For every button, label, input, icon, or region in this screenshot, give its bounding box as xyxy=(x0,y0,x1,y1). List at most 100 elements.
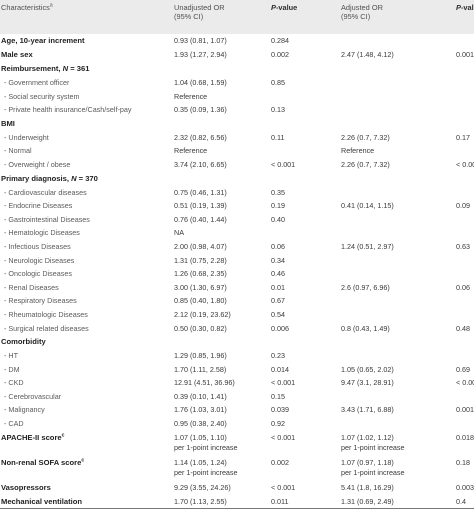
adjusted-or-value: 3.43 (1.71, 6.88) xyxy=(341,405,394,415)
unadjusted-or-value: 0.35 (0.09, 1.36) xyxy=(174,105,227,115)
p-value-unadjusted-value: 0.34 xyxy=(271,255,285,265)
adjusted-or-value: 9.47 (3.1, 28.91) xyxy=(341,378,394,388)
row-label-text: - Renal Diseases xyxy=(4,282,59,292)
table-row: - DM 1.70 (1.11, 2.58) 0.014 1.05 (0.65, 2.… xyxy=(0,363,474,377)
row-label-text: APACHE-II score xyxy=(1,432,62,442)
row-label-text: Reimbursement, xyxy=(1,64,63,73)
table-row: Age, 10-year increment 0.93 (0.81, 1.07) 0… xyxy=(0,34,474,48)
p-value-adjusted-value: 0.69 xyxy=(456,364,470,374)
unadjusted-or-value: 0.85 (0.40, 1.80) xyxy=(174,296,227,306)
p-value-adjusted-value: 0.17 xyxy=(456,132,470,142)
table-row: - Malignancy 1.76 (1.03, 3.01) 0.039 3.43 (… xyxy=(0,403,474,417)
adjusted-or-cell: 1.24 (0.51, 2.97) xyxy=(340,240,455,254)
row-n-label: N xyxy=(62,64,69,73)
unadjusted-or-value: NA xyxy=(174,228,184,238)
row-label-text: Mechanical ventilation xyxy=(1,496,83,506)
row-label-text: Non-renal SOFA score xyxy=(1,457,82,467)
unadjusted-or-cell: 0.35 (0.09, 1.36) xyxy=(173,103,270,117)
row-label-text: Vasopressors xyxy=(1,482,51,492)
p-value-adjusted-cell xyxy=(455,349,474,363)
adjusted-or-value: 2.47 (1.48, 4.12) xyxy=(341,50,394,59)
row-label-text: - CKD xyxy=(4,378,24,388)
unadjusted-or-cell: 0.75 (0.46, 1.31) xyxy=(173,186,270,200)
unadjusted-or-value: 3.00 (1.30, 6.97) xyxy=(174,282,227,292)
p-value-adjusted-cell: 0.06 xyxy=(455,281,474,295)
unadjusted-or-cell: 1.93 (1.27, 2.94) xyxy=(173,48,270,62)
unadjusted-or-cell: 1.07 (1.05, 1.10) per 1-point increase xyxy=(173,431,270,456)
p-value-adjusted-cell: 0.09 xyxy=(455,199,474,213)
unadjusted-or-value: 9.29 (3.55, 24.26) xyxy=(174,482,231,492)
p-value-adjusted-cell: < 0.001 xyxy=(455,376,474,390)
header-p2-rest: -value xyxy=(460,3,474,12)
unadjusted-or-cell: 1.70 (1.11, 2.58) xyxy=(173,363,270,377)
row-n-value: = 361 xyxy=(68,64,90,73)
row-label-text: - Overweight / obese xyxy=(4,159,71,169)
adjusted-or-cell: 3.43 (1.71, 6.88) xyxy=(340,403,455,417)
row-label: - CKD xyxy=(0,376,173,390)
table-row: Mechanical ventilation 1.70 (1.13, 2.55) 0… xyxy=(0,494,474,509)
row-label: - Surgical related diseases xyxy=(0,322,173,336)
row-label: - Malignancy xyxy=(0,403,173,417)
unadjusted-or-cell xyxy=(173,117,270,131)
p-value-unadjusted-value: 0.014 xyxy=(271,364,289,374)
adjusted-or-cell: Reference xyxy=(340,144,455,158)
adjusted-or-value: 1.31 (0.69, 2.49) xyxy=(341,496,394,506)
p-value-unadjusted-value: 0.06 xyxy=(271,241,285,251)
p-value-adjusted-cell: 0.63 xyxy=(455,240,474,254)
p-value-adjusted-value: 0.09 xyxy=(456,201,470,211)
p-value-adjusted-value: 0.018 xyxy=(456,432,474,442)
p-value-adjusted-cell: 0.001 xyxy=(455,48,474,62)
row-n-label: N xyxy=(71,173,77,183)
unadjusted-or-value: 1.70 (1.13, 2.55) xyxy=(174,496,227,506)
p-value-unadjusted-value: 0.23 xyxy=(271,351,285,361)
p-value-unadjusted-cell: 0.54 xyxy=(270,308,340,322)
p-value-unadjusted-cell: 0.19 xyxy=(270,199,340,213)
p-value-unadjusted-value: 0.85 xyxy=(271,78,285,87)
unadjusted-or-unit: per 1-point increase xyxy=(174,442,238,452)
p-value-adjusted-cell: 0.003 xyxy=(455,481,474,495)
unadjusted-or-cell: 2.00 (0.98, 4.07) xyxy=(173,240,270,254)
row-label-text: - Gastrointestinal Diseases xyxy=(4,214,90,224)
adjusted-or-cell xyxy=(340,390,455,404)
unadjusted-or-value: 1.04 (0.68, 1.59) xyxy=(174,78,227,87)
header-characteristics-label: Characteristics xyxy=(1,3,50,12)
p-value-unadjusted-cell xyxy=(270,172,340,186)
unadjusted-or-unit: per 1-point increase xyxy=(174,467,238,477)
p-value-adjusted-cell xyxy=(455,226,474,240)
p-value-unadjusted-value: 0.54 xyxy=(271,309,285,319)
p-value-unadjusted-value: 0.46 xyxy=(271,269,285,279)
p-value-adjusted-cell xyxy=(455,103,474,117)
header-adjusted-ci: (95% CI) xyxy=(341,12,371,21)
adjusted-or-value: 1.05 (0.65, 2.02) xyxy=(341,364,394,374)
p-value-unadjusted-value: 0.11 xyxy=(271,132,285,142)
row-label-text: - Neurologic Diseases xyxy=(4,255,75,265)
unadjusted-or-cell: 3.74 (2.10, 6.65) xyxy=(173,158,270,172)
unadjusted-or-value: 0.50 (0.30, 0.82) xyxy=(174,323,227,333)
row-label-text: - Underweight xyxy=(4,132,49,142)
table-row: - Hematologic Diseases NA xyxy=(0,226,474,240)
header-p1-rest: -value xyxy=(275,3,298,12)
row-label: - Gastrointestinal Diseases xyxy=(0,213,173,227)
adjusted-or-cell xyxy=(340,213,455,227)
unadjusted-or-value: 2.00 (0.98, 4.07) xyxy=(174,241,227,251)
table-row: APACHE-II scorec 1.07 (1.05, 1.10) per 1-p… xyxy=(0,431,474,456)
table-row: - Private health insurance/Cash/self-pay… xyxy=(0,103,474,117)
row-label: BMI xyxy=(0,117,173,131)
row-label: - Rheumatologic Diseases xyxy=(0,308,173,322)
p-value-adjusted-cell: 0.18 xyxy=(455,456,474,481)
row-label: - Renal Diseases xyxy=(0,281,173,295)
row-label: - Cardiovascular diseases xyxy=(0,186,173,200)
p-value-adjusted-cell xyxy=(455,186,474,200)
p-value-unadjusted-cell xyxy=(270,90,340,104)
adjusted-or-cell: 1.07 (0.97, 1.18) per 1-point increase xyxy=(340,456,455,481)
table-body: Age, 10-year increment 0.93 (0.81, 1.07) 0… xyxy=(0,34,474,509)
unadjusted-or-cell: 0.95 (0.38, 2.40) xyxy=(173,417,270,431)
adjusted-or-cell xyxy=(340,76,455,90)
row-footnote-marker: c xyxy=(81,457,85,464)
adjusted-or-cell: 0.41 (0.14, 1.15) xyxy=(340,199,455,213)
p-value-unadjusted-cell: 0.34 xyxy=(270,254,340,268)
header-adjusted-or: Adjusted OR (95% CI) xyxy=(340,0,455,34)
adjusted-or-value: 0.8 (0.43, 1.49) xyxy=(341,323,390,333)
p-value-unadjusted-value: 0.13 xyxy=(271,105,285,115)
adjusted-or-value: 2.26 (0.7, 7.32) xyxy=(341,132,390,142)
